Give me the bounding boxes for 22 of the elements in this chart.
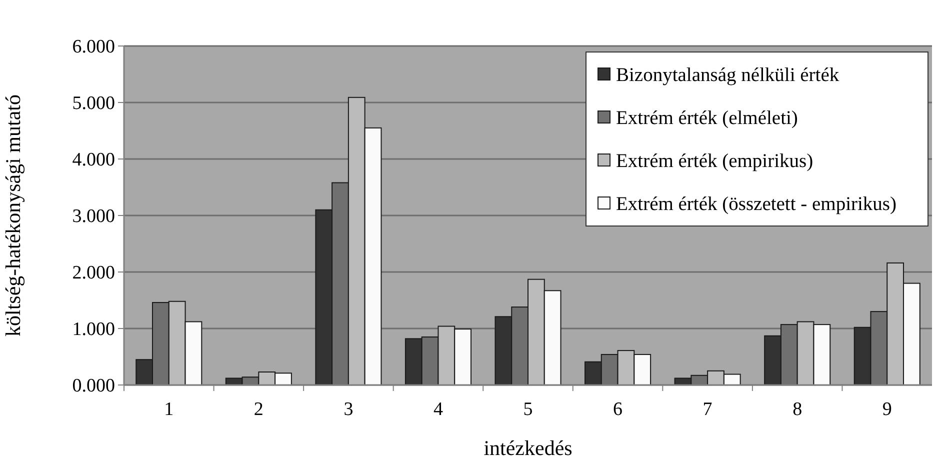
y-tick-label: 6.000 [72,36,115,58]
x-tick-label: 8 [792,399,802,420]
x-tick-label: 5 [523,399,533,420]
y-tick-label: 2.000 [72,262,115,284]
x-tick-label: 9 [882,399,892,420]
y-tick-label: 0.000 [72,376,115,397]
legend-label: Extrém érték (elméleti) [616,108,798,129]
x-tick-label: 3 [344,399,354,420]
legend-label: Extrém érték (összetett - empirikus) [616,194,896,215]
x-tick-label: 4 [433,399,444,420]
y-tick-label: 4.000 [72,150,115,171]
legend-label: Extrém érték (empirikus) [616,150,814,172]
x-axis-title: intézkedés [484,436,572,460]
x-tick-label: 6 [613,399,623,420]
y-tick-label: 3.000 [72,206,115,228]
y-tick-label: 1.000 [72,319,115,340]
y-tick-label: 5.000 [72,93,115,114]
x-tick-label: 7 [702,399,712,420]
y-axis-title: költség-hatékonysági mutató [1,94,25,337]
x-tick-label: 2 [254,399,264,420]
legend-label: Bizonytalanság nélküli érték [616,64,840,86]
x-tick-label: 1 [164,399,174,420]
